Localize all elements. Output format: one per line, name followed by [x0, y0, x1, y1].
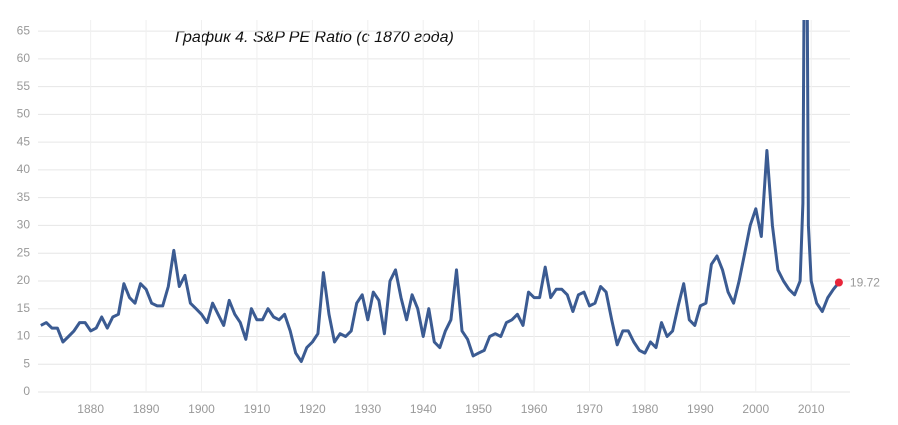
- last-point: [834, 278, 843, 287]
- y-tick-label: 60: [17, 51, 31, 65]
- series-line: [40, 20, 841, 363]
- y-tick-label: 5: [23, 356, 30, 370]
- y-tick-label: 45: [17, 134, 31, 148]
- x-tick-label: 1990: [687, 402, 714, 416]
- chart-title: График 4. S&P PE Ratio (с 1870 года): [175, 29, 454, 46]
- y-tick-label: 35: [17, 190, 31, 204]
- x-tick-label: 1940: [410, 402, 437, 416]
- y-tick-label: 30: [17, 218, 31, 232]
- x-tick-label: 1970: [576, 402, 603, 416]
- x-tick-label: 1910: [244, 402, 271, 416]
- x-tick-label: 1890: [133, 402, 160, 416]
- x-tick-label: 1900: [188, 402, 215, 416]
- y-tick-label: 65: [17, 23, 31, 37]
- plot-area: [40, 20, 841, 363]
- point-label: 19.72: [850, 276, 880, 290]
- x-tick-label: 2010: [798, 402, 825, 416]
- x-tick-label: 1960: [521, 402, 548, 416]
- x-tick-label: 1930: [354, 402, 381, 416]
- x-tick-label: 1950: [465, 402, 492, 416]
- y-tick-label: 0: [23, 384, 30, 398]
- x-tick-label: 2000: [742, 402, 769, 416]
- y-tick-label: 25: [17, 245, 31, 259]
- y-tick-label: 55: [17, 79, 31, 93]
- x-tick-label: 1980: [632, 402, 659, 416]
- y-tick-label: 15: [17, 301, 31, 315]
- y-tick-label: 20: [17, 273, 31, 287]
- y-tick-label: 10: [17, 329, 31, 343]
- y-tick-label: 50: [17, 107, 31, 121]
- x-tick-label: 1880: [77, 402, 104, 416]
- x-tick-label: 1920: [299, 402, 326, 416]
- y-tick-label: 40: [17, 162, 31, 176]
